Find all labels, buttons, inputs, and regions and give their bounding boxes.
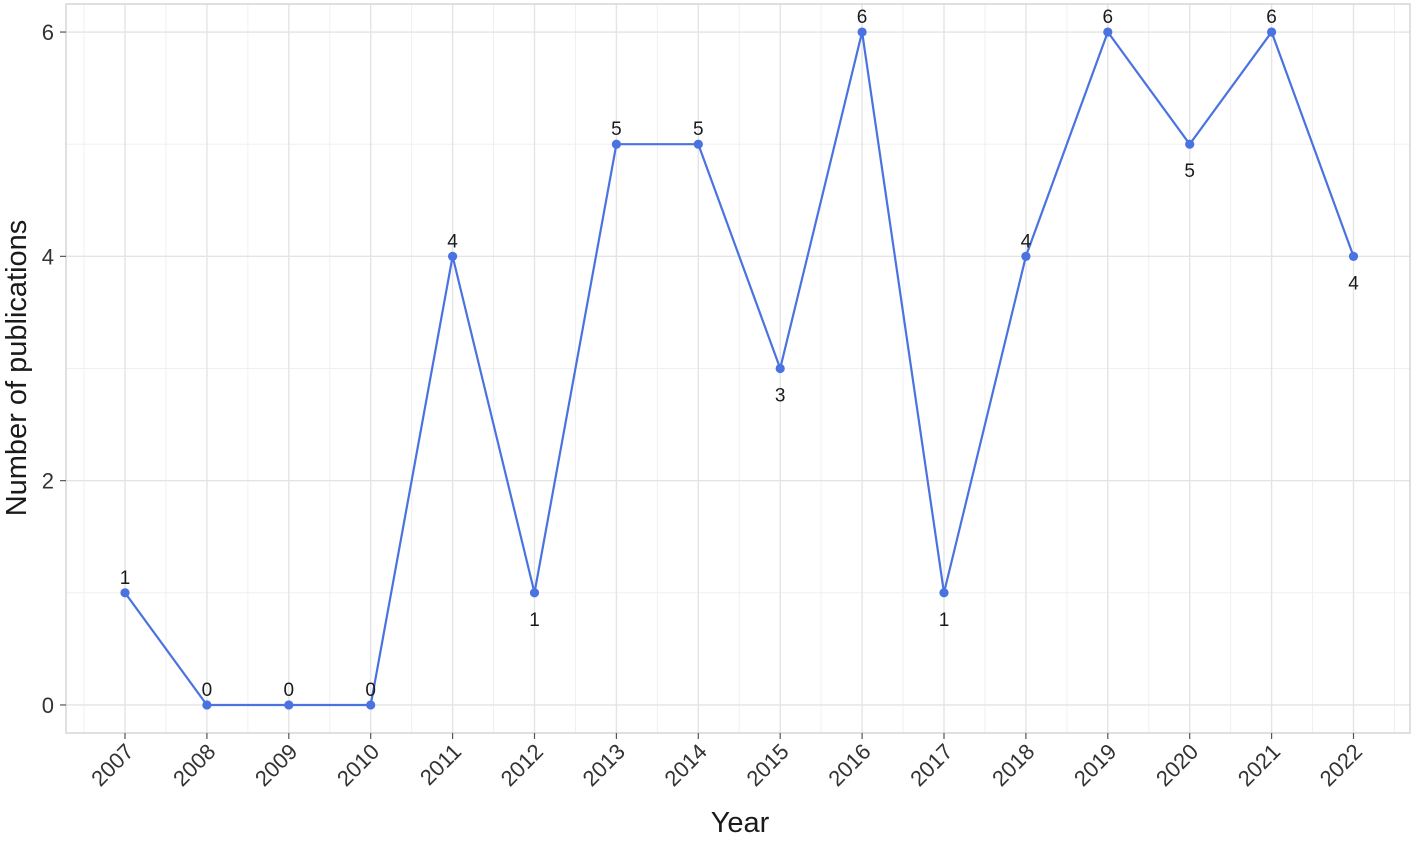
data-label: 0 xyxy=(202,680,213,701)
data-point xyxy=(939,588,949,598)
x-axis-title: Year xyxy=(711,807,770,838)
data-point xyxy=(1185,139,1195,149)
data-point xyxy=(857,27,867,37)
data-label: 1 xyxy=(120,568,131,589)
y-axis-ticks: 0 2 4 6 xyxy=(42,20,66,718)
y-tick-label: 2 xyxy=(42,469,54,494)
data-point xyxy=(693,139,703,149)
data-label: 1 xyxy=(529,610,540,631)
data-label: 6 xyxy=(1266,7,1277,28)
x-axis-ticks: 2007 2008 2009 2010 2011 2012 2013 2014 2015 2016… xyxy=(86,733,1367,791)
data-point xyxy=(120,588,130,598)
y-tick-label: 0 xyxy=(42,693,54,718)
x-tick-label: 2018 xyxy=(987,739,1039,791)
series-line-layer xyxy=(124,30,1355,707)
data-label: 6 xyxy=(857,7,868,28)
x-tick-label: 2017 xyxy=(905,739,957,791)
data-label: 0 xyxy=(284,680,295,701)
data-point xyxy=(1103,27,1113,37)
y-tick-label: 6 xyxy=(42,20,54,45)
y-axis-title: Number of publications xyxy=(1,220,33,517)
x-tick-label: 2007 xyxy=(86,739,138,791)
data-label: 4 xyxy=(447,231,458,252)
x-tick-label: 2010 xyxy=(332,739,384,791)
grid-lines xyxy=(66,4,1410,733)
x-tick-label: 2016 xyxy=(823,739,875,791)
data-label-layer: 1 0 0 0 4 1 5 5 3 6 1 4 6 5 6 4 xyxy=(120,7,1360,701)
data-point xyxy=(1021,251,1031,261)
data-label: 1 xyxy=(939,610,950,631)
x-tick-label: 2014 xyxy=(660,739,712,791)
x-tick-label: 2011 xyxy=(415,739,466,790)
x-tick-label: 2008 xyxy=(168,739,220,791)
x-tick-label: 2019 xyxy=(1069,739,1121,791)
x-tick-label: 2009 xyxy=(250,739,302,791)
data-label: 3 xyxy=(775,386,786,407)
data-label: 5 xyxy=(611,119,622,140)
y-tick-label: 4 xyxy=(42,244,54,269)
data-point xyxy=(1267,27,1277,37)
data-point xyxy=(448,251,458,261)
series-point-layer xyxy=(120,27,1359,710)
x-tick-label: 2013 xyxy=(578,739,630,791)
series-line xyxy=(124,30,1355,707)
x-tick-label: 2020 xyxy=(1151,739,1203,791)
data-label: 6 xyxy=(1103,7,1114,28)
data-point xyxy=(775,363,785,374)
x-tick-label: 2022 xyxy=(1315,739,1367,791)
data-label: 4 xyxy=(1021,231,1032,252)
data-label: 4 xyxy=(1348,273,1359,294)
data-point xyxy=(611,139,622,149)
data-point xyxy=(202,700,212,710)
data-label: 0 xyxy=(365,680,376,701)
data-point xyxy=(529,588,540,598)
plot-panel-border xyxy=(65,3,1411,734)
x-tick-label: 2012 xyxy=(496,739,548,791)
data-point xyxy=(284,700,294,710)
data-label: 5 xyxy=(693,119,704,140)
data-label: 5 xyxy=(1184,161,1195,182)
data-point xyxy=(366,700,376,710)
data-point xyxy=(1348,251,1359,261)
x-tick-label: 2015 xyxy=(741,739,793,791)
x-tick-label: 2021 xyxy=(1233,739,1285,791)
